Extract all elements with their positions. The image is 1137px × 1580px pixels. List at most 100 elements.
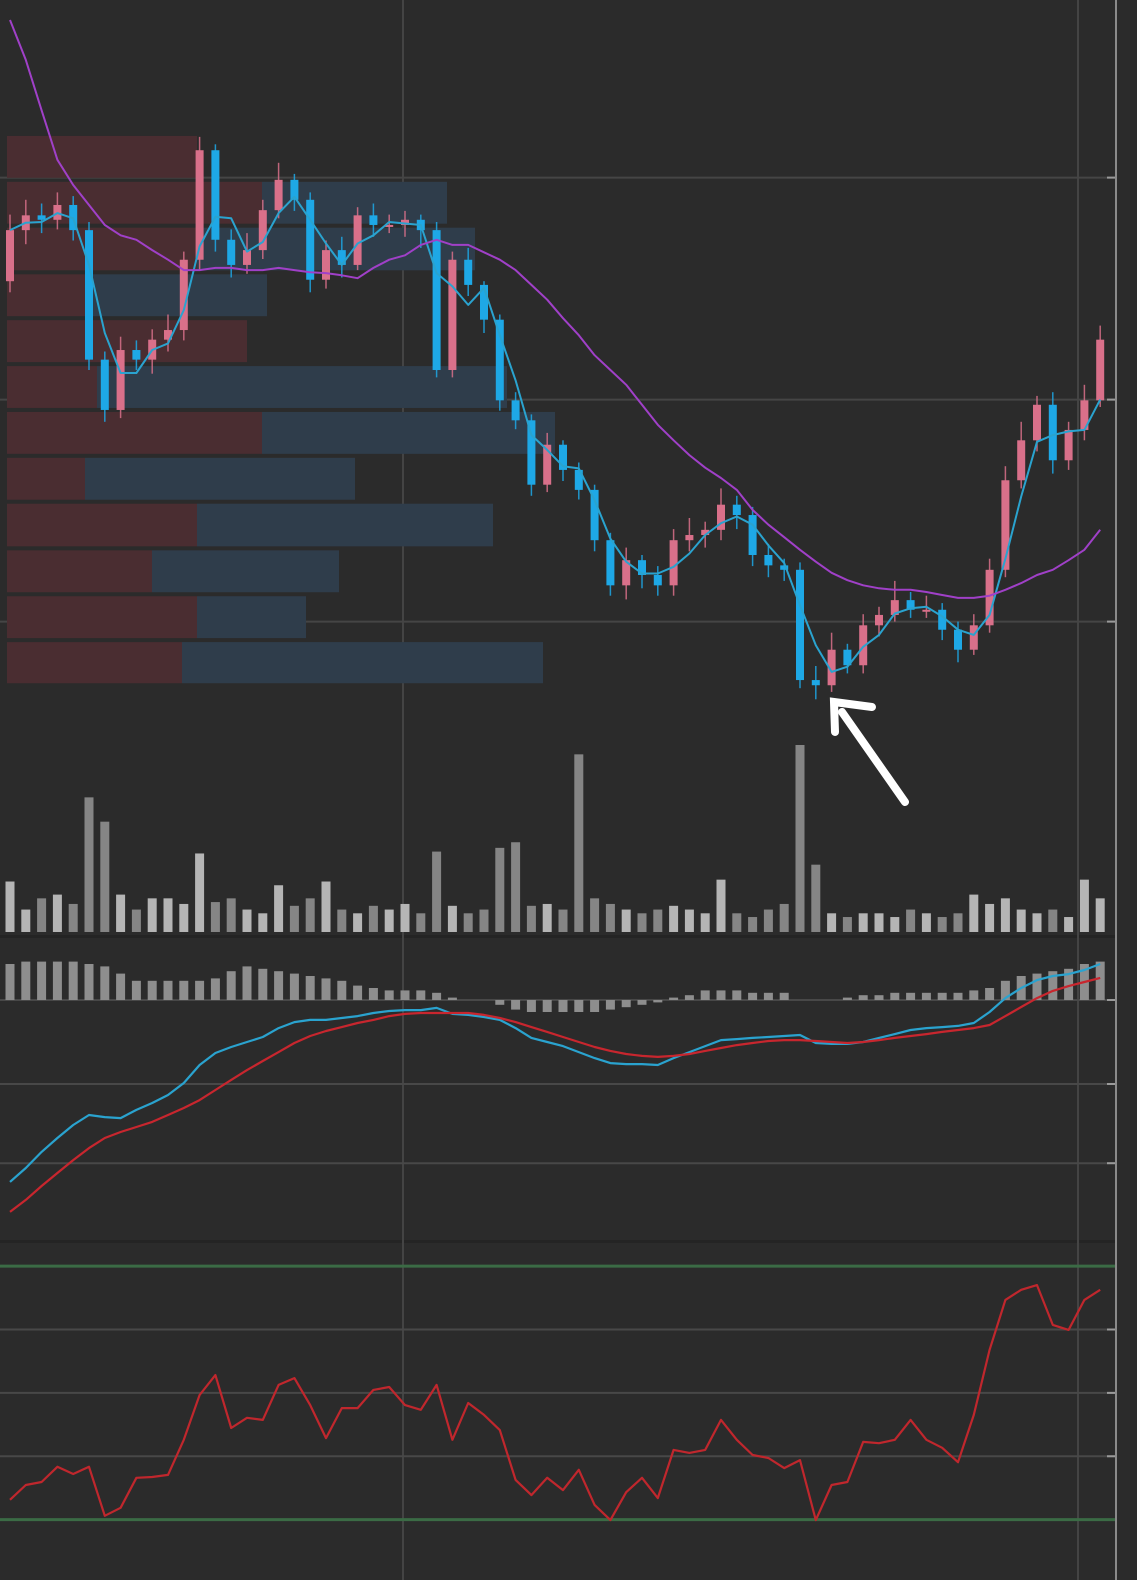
candle-body xyxy=(401,219,409,225)
candle-body xyxy=(1096,339,1105,401)
volume-bar xyxy=(432,851,442,932)
volume-bar xyxy=(558,909,568,932)
candle-body xyxy=(274,179,283,211)
volume-bar xyxy=(274,885,284,932)
macd-histogram-bar xyxy=(242,966,252,1000)
candle-body xyxy=(480,284,488,320)
candle-body xyxy=(1080,400,1089,430)
line xyxy=(9,976,1101,1213)
line xyxy=(9,962,1101,1183)
line xyxy=(9,19,1101,599)
macd-histogram-bar xyxy=(558,1000,568,1012)
candle-body xyxy=(1048,404,1057,461)
candle-body xyxy=(164,330,172,340)
macd-histogram-bar xyxy=(353,985,363,1000)
volume-bar xyxy=(5,881,15,932)
volume-profile-bar xyxy=(97,366,507,408)
volume-bar xyxy=(748,917,758,932)
candle-body xyxy=(906,600,915,610)
volume-profile-bar xyxy=(7,227,197,271)
volume-bar xyxy=(1048,909,1058,932)
macd-histogram-bar xyxy=(384,990,394,1000)
macd-histogram-bar xyxy=(84,964,94,1000)
volume-bar xyxy=(210,902,220,932)
volume-bar xyxy=(921,913,931,932)
candle-body xyxy=(353,215,362,265)
volume-profile-bar xyxy=(197,503,493,547)
volume-bar xyxy=(953,913,963,932)
macd-histogram-bar xyxy=(337,980,347,1000)
candle-body xyxy=(606,540,615,586)
volume-profile-bar xyxy=(7,503,197,547)
volume-bar xyxy=(1064,917,1074,932)
macd-histogram-bar xyxy=(669,997,679,1000)
arrow-shaft xyxy=(838,708,909,806)
volume-profile-bar xyxy=(7,135,197,178)
candle-body xyxy=(464,259,473,285)
candle-body xyxy=(132,350,141,360)
volume-profile-bar xyxy=(197,596,306,639)
macd-histogram-bar xyxy=(748,992,758,1000)
candle-body xyxy=(211,150,220,240)
macd-histogram-bar xyxy=(542,1000,552,1012)
macd-histogram-bar xyxy=(52,961,62,1000)
volume-bar xyxy=(353,913,363,932)
volume-bar xyxy=(827,913,837,932)
volume-bar xyxy=(147,898,157,932)
volume-bar xyxy=(653,909,663,932)
candle-body xyxy=(764,555,773,566)
volume-bar xyxy=(258,913,268,932)
macd-histogram-bar xyxy=(1000,980,1010,1000)
volume-bar xyxy=(574,754,584,932)
volume-bar xyxy=(447,905,457,932)
macd-histogram-bar xyxy=(400,990,410,1000)
candle-body xyxy=(669,540,678,586)
candle-body xyxy=(195,150,204,260)
candle-body xyxy=(859,625,868,666)
candle-body xyxy=(290,179,299,200)
candle-body xyxy=(306,199,315,280)
macd-histogram-bar xyxy=(653,1000,663,1003)
macd-histogram-bar xyxy=(447,997,457,1000)
volume-bar xyxy=(842,917,852,932)
arrow-head xyxy=(829,697,876,736)
macd-histogram-bar xyxy=(605,1000,615,1010)
macd-histogram-bar xyxy=(368,988,378,1000)
volume-bar xyxy=(68,903,78,932)
volume-bar xyxy=(779,903,789,932)
volume-bar xyxy=(526,905,536,932)
macd-histogram-bar xyxy=(131,980,141,1000)
candle-body xyxy=(811,680,820,686)
candle-body xyxy=(827,649,836,686)
candle-body xyxy=(922,609,931,612)
volume-bar xyxy=(400,903,410,932)
candle-body xyxy=(116,350,125,410)
volume-profile-bar xyxy=(262,411,555,454)
volume-bar xyxy=(1079,879,1089,932)
candle-body xyxy=(1033,404,1041,441)
volume-bar xyxy=(116,894,126,932)
volume-bar xyxy=(590,898,600,932)
volume-bar xyxy=(621,909,631,932)
macd-histogram-bar xyxy=(1064,968,1074,1000)
volume-bar xyxy=(37,898,47,932)
volume-bar xyxy=(732,913,742,932)
candle-body xyxy=(243,250,251,265)
macd-histogram-bar xyxy=(985,988,995,1000)
macd-histogram-bar xyxy=(937,992,947,1000)
candle-body xyxy=(780,565,789,570)
macd-histogram-bar xyxy=(921,992,931,1000)
macd-histogram-bar xyxy=(226,971,236,1000)
macd-histogram-bar xyxy=(147,980,157,1000)
volume-bar xyxy=(84,797,94,932)
macd-histogram-bar xyxy=(21,961,31,1000)
macd-histogram-bar xyxy=(590,1000,600,1012)
candle-body xyxy=(653,574,662,586)
arrow-annotation xyxy=(829,697,909,806)
macd-histogram-bar xyxy=(526,1000,536,1012)
candle-body xyxy=(985,569,994,626)
candle-body xyxy=(6,230,14,282)
volume-profile-bar xyxy=(182,642,543,684)
volume-profile-bar xyxy=(7,366,97,408)
macd-histogram-bar xyxy=(763,992,773,1000)
